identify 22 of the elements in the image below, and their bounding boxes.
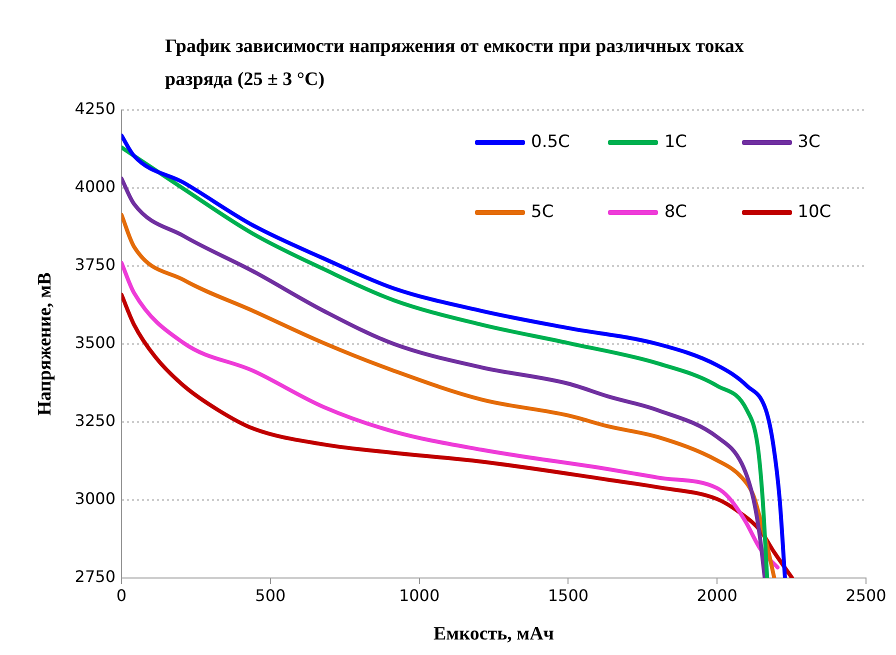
x-tick-label: 0: [116, 586, 127, 605]
chart-title: График зависимости напряжения от емкости при различных токах разряда (25 ± 3 °С): [165, 35, 745, 92]
legend-label: 10C: [798, 202, 832, 222]
y-tick-label: 3250: [74, 411, 116, 430]
y-tick-label: 3750: [74, 255, 116, 274]
x-tick-label: 1000: [398, 586, 440, 605]
legend-label: 3C: [798, 132, 820, 152]
y-tick-label: 3500: [74, 333, 116, 352]
legend-label: 1C: [664, 132, 688, 152]
legend-label: 5C: [531, 202, 554, 222]
y-tick-label: 2750: [74, 567, 116, 586]
x-tick-label: 2500: [846, 586, 886, 605]
y-tick-label: 3000: [74, 489, 116, 508]
y-axis-title: Напряжение, мВ: [34, 272, 56, 416]
legend-label: 8C: [664, 202, 688, 222]
legend-label: 0.5C: [531, 132, 570, 152]
x-axis-title: Емкость, мАч: [434, 624, 554, 645]
y-tick-label: 4250: [74, 99, 116, 118]
x-tick-label: 500: [255, 586, 286, 605]
y-tick-label: 4000: [74, 177, 116, 196]
x-tick-label: 2000: [696, 586, 738, 605]
x-tick-label: 1500: [548, 586, 589, 605]
